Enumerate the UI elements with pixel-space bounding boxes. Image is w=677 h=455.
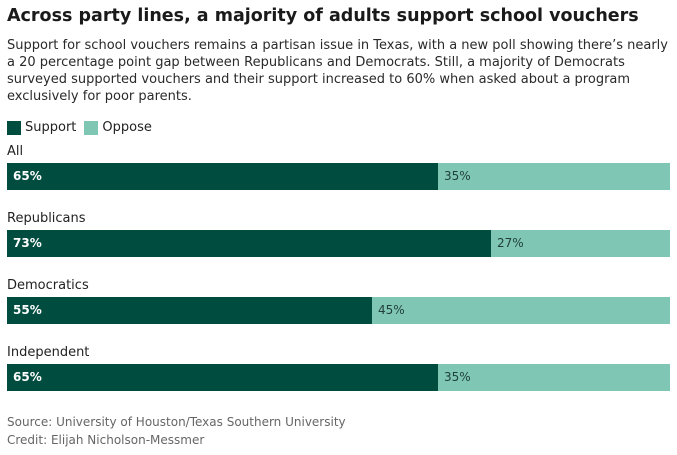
chart-footer: Source: University of Houston/Texas Sout… bbox=[7, 413, 346, 449]
data-label-support: 73% bbox=[13, 236, 42, 250]
bar-segment-support: 55% bbox=[7, 297, 372, 324]
data-label-support: 65% bbox=[13, 370, 42, 384]
legend-swatch-support bbox=[7, 120, 21, 135]
bar-segment-oppose: 35% bbox=[438, 364, 670, 391]
stacked-bar-chart: All 65% 35% Republicans 73% 27% Democratics 55%… bbox=[7, 143, 670, 411]
category-label: Democratics bbox=[7, 278, 89, 293]
legend-swatch-oppose bbox=[84, 120, 99, 135]
bar-segment-support: 65% bbox=[7, 364, 438, 391]
bar-group-republicans: Republicans 73% 27% bbox=[7, 210, 670, 277]
bar-group-democratics: Democratics 55% 45% bbox=[7, 277, 670, 344]
chart-header: Across party lines, a majority of adults… bbox=[7, 4, 670, 136]
bar-segment-support: 73% bbox=[7, 230, 491, 257]
data-label-oppose: 35% bbox=[444, 370, 471, 384]
legend: Support Oppose bbox=[7, 119, 670, 136]
bar-segment-oppose: 35% bbox=[438, 163, 670, 190]
stacked-bar: 65% 35% bbox=[7, 364, 670, 391]
stacked-bar: 73% 27% bbox=[7, 230, 670, 257]
bar-group-independent: Independent 65% 35% bbox=[7, 344, 670, 411]
legend-item-support: Support bbox=[7, 119, 76, 136]
category-label: Republicans bbox=[7, 211, 86, 226]
credit-note: Credit: Elijah Nicholson-Messmer bbox=[7, 433, 205, 447]
category-label: Independent bbox=[7, 345, 90, 360]
data-label-oppose: 45% bbox=[378, 303, 405, 317]
source-note: Source: University of Houston/Texas Sout… bbox=[7, 415, 346, 429]
category-label: All bbox=[7, 144, 24, 159]
data-label-support: 65% bbox=[13, 169, 42, 183]
data-label-support: 55% bbox=[13, 303, 42, 317]
data-label-oppose: 27% bbox=[497, 236, 524, 250]
stacked-bar: 55% 45% bbox=[7, 297, 670, 324]
legend-label-support: Support bbox=[25, 120, 77, 135]
bar-segment-oppose: 45% bbox=[372, 297, 670, 324]
chart-subtitle: Support for school vouchers remains a pa… bbox=[7, 38, 668, 104]
data-label-oppose: 35% bbox=[444, 169, 471, 183]
stacked-bar: 65% 35% bbox=[7, 163, 670, 190]
bar-segment-oppose: 27% bbox=[491, 230, 670, 257]
legend-item-oppose: Oppose bbox=[84, 119, 152, 136]
chart-title: Across party lines, a majority of adults… bbox=[7, 6, 639, 26]
bar-group-all: All 65% 35% bbox=[7, 143, 670, 210]
legend-label-oppose: Oppose bbox=[102, 120, 152, 135]
bar-segment-support: 65% bbox=[7, 163, 438, 190]
